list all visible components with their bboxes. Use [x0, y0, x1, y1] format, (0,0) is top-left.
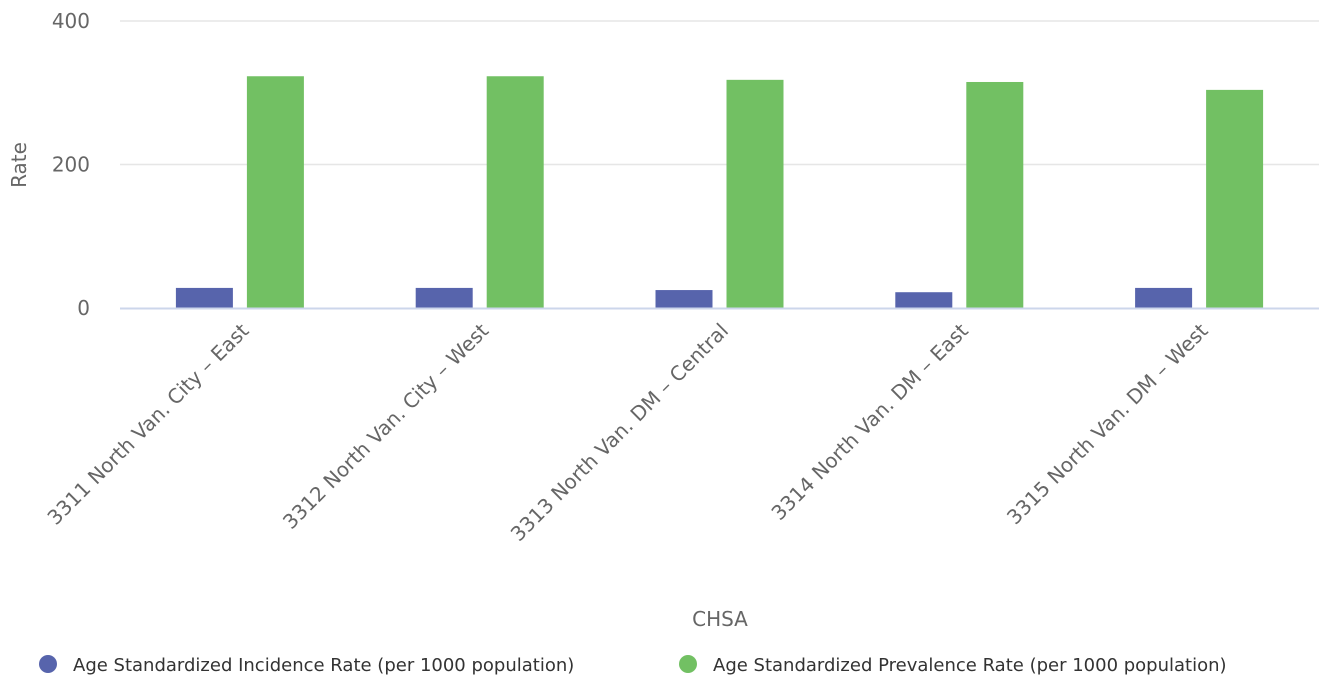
x-axis-title: CHSA	[692, 607, 748, 631]
incidence-bar[interactable]	[895, 292, 953, 308]
legend-marker-icon	[679, 655, 697, 673]
legend-marker-icon	[39, 655, 57, 673]
incidence-bar[interactable]	[415, 287, 473, 308]
legend-item[interactable]: Age Standardized Incidence Rate (per 100…	[39, 655, 574, 676]
legend-label: Age Standardized Incidence Rate (per 100…	[73, 655, 574, 676]
x-category-label: 3311 North Van. City – East	[42, 318, 253, 529]
incidence-bar[interactable]	[1135, 287, 1193, 308]
x-axis-category-labels: 3311 North Van. City – East 3312 North Va…	[42, 318, 1212, 545]
gridlines	[120, 20, 1319, 166]
prevalence-bar[interactable]	[1206, 89, 1264, 308]
y-tick-label: 400	[52, 9, 90, 33]
legend-label: Age Standardized Prevalence Rate (per 10…	[713, 655, 1227, 676]
prevalence-bar[interactable]	[966, 81, 1024, 308]
x-category-label: 3312 North Van. City – West	[278, 318, 493, 533]
y-tick-label: 200	[52, 153, 90, 177]
incidence-bar[interactable]	[655, 290, 713, 308]
x-category-label: 3314 North Van. DM – East	[766, 318, 972, 524]
x-category-label: 3315 North Van. DM – West	[1002, 318, 1213, 529]
y-axis-ticks: 0 200 400	[52, 9, 90, 320]
legend: Age Standardized Incidence Rate (per 100…	[39, 655, 1227, 676]
y-axis-title: Rate	[7, 142, 31, 188]
prevalence-bar[interactable]	[726, 79, 784, 309]
y-tick-label: 0	[77, 296, 90, 320]
bars	[175, 76, 1264, 309]
incidence-bar[interactable]	[175, 287, 233, 308]
x-category-label: 3313 North Van. DM – Central	[506, 319, 733, 546]
legend-item[interactable]: Age Standardized Prevalence Rate (per 10…	[679, 655, 1227, 676]
prevalence-bar[interactable]	[246, 76, 304, 308]
prevalence-bar[interactable]	[486, 76, 544, 308]
